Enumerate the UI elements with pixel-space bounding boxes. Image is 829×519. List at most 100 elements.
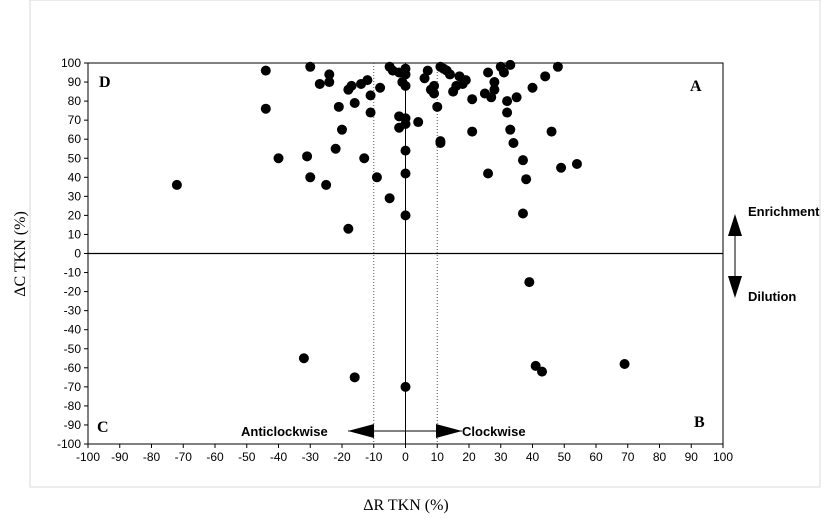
x-tick-label: -90 (111, 450, 129, 464)
rotation-arrow (348, 424, 462, 438)
anticlockwise-label: Anticlockwise (241, 424, 328, 439)
y-tick-label: -40 (64, 323, 82, 337)
data-point (517, 155, 528, 166)
data-point (467, 126, 478, 137)
y-tick-label: 90 (68, 75, 82, 89)
data-point (489, 77, 500, 88)
data-point (260, 65, 271, 76)
data-point (527, 82, 538, 93)
x-tick-label: -70 (175, 450, 193, 464)
data-point (171, 179, 182, 190)
data-point (486, 92, 497, 103)
data-point (400, 80, 411, 91)
chart-frame (29, 0, 821, 488)
x-tick-label: 100 (713, 450, 733, 464)
data-point (337, 124, 347, 135)
data-point (467, 94, 478, 105)
data-point (400, 381, 411, 392)
data-point (400, 69, 411, 80)
data-point (349, 98, 360, 109)
y-axis-title: ΔC TKN (%) (12, 211, 29, 297)
data-point (302, 151, 313, 162)
x-tick-label: 40 (526, 450, 540, 464)
data-point (343, 223, 354, 234)
y-tick-label: 50 (68, 151, 82, 165)
data-point (384, 193, 395, 204)
data-point (273, 153, 284, 164)
data-point (498, 67, 509, 78)
data-point (460, 75, 471, 86)
tick-labels: -100 -90 -80 -70 -60 -50 -40 -30 -20 -10 0 10 20 30 40… (57, 56, 733, 464)
x-tick-label: 0 (402, 450, 409, 464)
enrichment-dilution-arrow (728, 214, 742, 298)
x-tick-label: -40 (270, 450, 288, 464)
quadrant-label-b: B (694, 414, 705, 431)
data-point (422, 65, 433, 76)
data-point (524, 277, 535, 288)
enrichment-label: Enrichment (748, 204, 820, 219)
x-tick-label: -50 (238, 450, 256, 464)
data-point (546, 126, 557, 137)
data-point (400, 168, 411, 179)
data-point (502, 107, 513, 118)
x-tick-label: 80 (653, 450, 667, 464)
y-tick-label: 40 (68, 170, 82, 184)
y-tick-label: 100 (61, 56, 81, 70)
x-tick-label: -30 (302, 450, 320, 464)
data-point (298, 353, 309, 364)
data-point (413, 117, 424, 128)
x-tick-label: -10 (365, 450, 383, 464)
data-point (324, 69, 335, 80)
quadrant-label-d: D (99, 74, 111, 91)
data-point (508, 138, 519, 149)
x-tick-label: 10 (431, 450, 445, 464)
y-tick-label: -100 (57, 437, 81, 451)
data-point (349, 372, 360, 383)
data-point (429, 80, 440, 91)
quadrant-label-a: A (690, 78, 702, 95)
data-point (552, 61, 563, 72)
x-axis-title: ΔR TKN (%) (363, 497, 449, 514)
data-point (400, 145, 411, 156)
y-tick-label: 30 (68, 189, 82, 203)
data-point (505, 59, 516, 70)
data-point (359, 153, 370, 164)
data-point (502, 96, 513, 107)
left-arrowhead (348, 424, 374, 438)
x-tick-label: 70 (621, 450, 635, 464)
y-tick-label: 20 (68, 208, 82, 222)
data-point (362, 75, 373, 86)
x-tick-label: 90 (685, 450, 699, 464)
data-point (321, 179, 332, 190)
y-tick-label: -50 (64, 342, 82, 356)
y-tick-label: -60 (64, 361, 82, 375)
data-point (314, 78, 325, 89)
data-point (429, 88, 440, 99)
y-tick-label: 70 (68, 113, 82, 127)
y-tick-label: -90 (64, 418, 82, 432)
data-point (521, 174, 532, 185)
data-point (400, 118, 411, 129)
y-tick-label: -20 (64, 285, 82, 299)
x-tick-label: 50 (558, 450, 572, 464)
y-tick-label: -70 (64, 380, 82, 394)
y-tick-label: 10 (68, 227, 82, 241)
data-point (305, 172, 316, 183)
clockwise-label: Clockwise (462, 424, 526, 439)
data-point (333, 101, 344, 112)
data-point (537, 366, 548, 377)
data-point (371, 172, 382, 183)
data-point (540, 71, 551, 82)
up-arrowhead (728, 214, 742, 236)
data-point (324, 77, 335, 88)
data-point (444, 69, 455, 80)
y-tick-label: 80 (68, 94, 82, 108)
data-point (305, 61, 316, 72)
data-point (365, 90, 376, 101)
data-points (171, 59, 630, 392)
down-arrowhead (728, 276, 742, 298)
data-point (511, 92, 522, 103)
x-tick-label: 30 (494, 450, 508, 464)
data-point (435, 138, 446, 149)
